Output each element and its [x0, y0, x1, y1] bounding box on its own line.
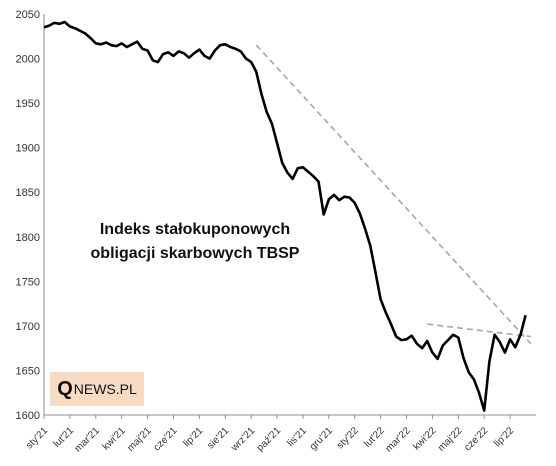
x-tick-label: wrz'21 — [229, 425, 258, 454]
trend-lines — [255, 44, 532, 345]
x-tick-label: gru'21 — [308, 425, 336, 453]
x-tick-label: mar'22 — [383, 425, 412, 454]
x-tick-label: lis'21 — [285, 425, 309, 449]
trend-line — [427, 323, 531, 338]
x-tick-label: sty'21 — [24, 425, 50, 451]
chart-title: Indeks stałokuponowych obligacji skarbow… — [70, 218, 320, 266]
qnews-logo: Q NEWS.PL — [50, 372, 144, 406]
y-tick-label: 1750 — [16, 276, 40, 288]
logo-rest: NEWS.PL — [73, 381, 137, 397]
y-tick-label: 1850 — [16, 187, 40, 199]
chart-title-line-1: Indeks stałokuponowych — [99, 221, 291, 238]
x-tick-label: lip'21 — [181, 425, 205, 449]
x-tick-label: lip'22 — [492, 425, 516, 449]
y-tick-label: 2050 — [16, 9, 40, 21]
y-tick-label: 1950 — [16, 98, 40, 110]
x-tick-label: kwi'21 — [101, 425, 129, 453]
x-tick-label: kwi'22 — [411, 425, 439, 453]
x-tick-label: sie'21 — [205, 425, 231, 451]
y-axis: 1600 1650 1700 1750 1800 1850 1900 1950 2000 2050 — [16, 9, 45, 422]
x-tick-label: cze'21 — [152, 425, 180, 453]
chart-title-line-2: obligacji skarbowych TBSP — [90, 245, 300, 262]
x-tick-label: mar'21 — [73, 425, 102, 454]
y-tick-label: 2000 — [16, 54, 40, 66]
x-tick-label: sty'22 — [335, 425, 361, 451]
y-tick-label: 1700 — [16, 321, 40, 333]
y-tick-label: 1800 — [16, 232, 40, 244]
y-tick-label: 1600 — [16, 410, 40, 422]
logo-q: Q — [57, 377, 73, 400]
series-line — [43, 20, 527, 412]
x-tick-label: cze'22 — [462, 425, 490, 453]
x-tick-label: maj'22 — [436, 425, 465, 454]
series — [43, 20, 527, 412]
x-tick-label: maj'21 — [125, 425, 154, 454]
trend-line — [255, 44, 532, 345]
y-tick-label: 1900 — [16, 143, 40, 155]
y-tick-label: 1650 — [16, 365, 40, 377]
x-tick-label: paź'21 — [255, 425, 284, 454]
